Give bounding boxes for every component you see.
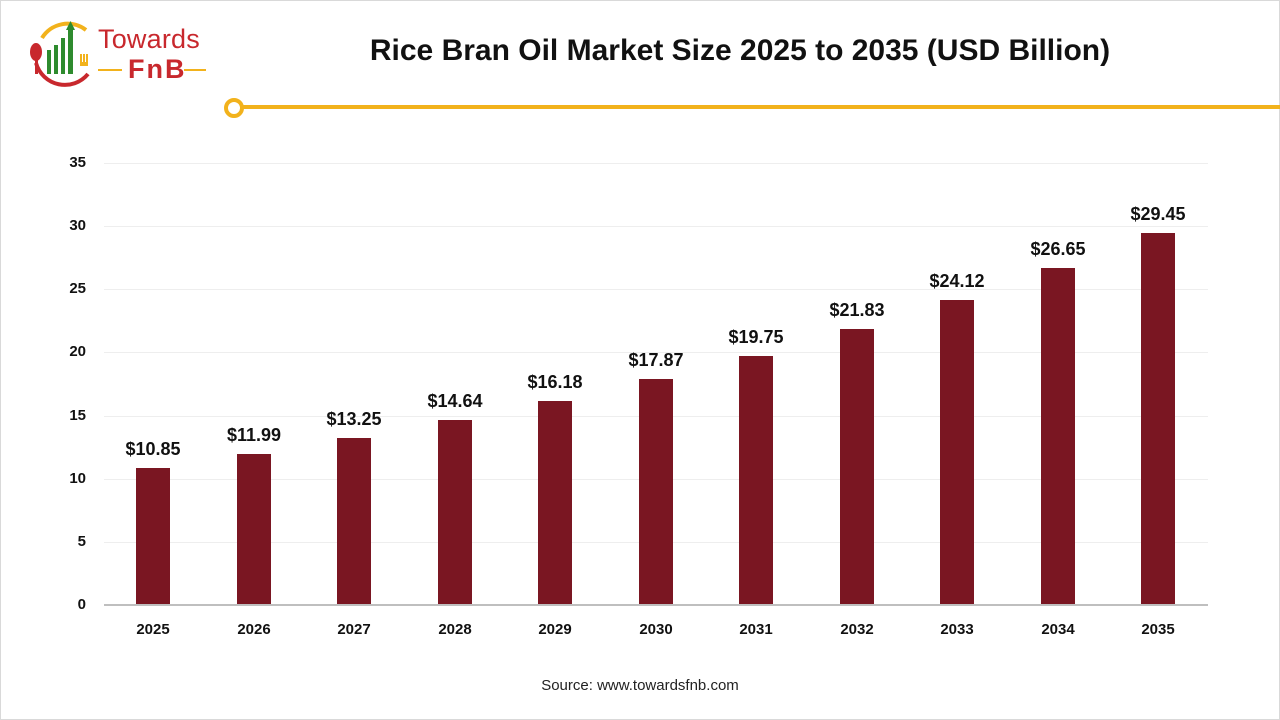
x-tick-label: 2029 <box>538 621 572 638</box>
title-underline <box>240 105 1280 109</box>
x-tick-label: 2026 <box>237 621 271 638</box>
y-tick-label: 5 <box>77 533 86 550</box>
gridline <box>104 289 1208 290</box>
bar-2026 <box>237 454 271 605</box>
gridline <box>104 226 1208 227</box>
bar-2028 <box>438 420 472 605</box>
bar-2035 <box>1141 233 1175 605</box>
logo-text-towards: Towards <box>98 24 200 54</box>
source-note: Source: www.towardsfnb.com <box>541 677 739 694</box>
x-tick-label: 2030 <box>639 621 673 638</box>
bar-2027 <box>337 438 371 605</box>
x-tick-label: 2032 <box>840 621 874 638</box>
y-tick-label: 25 <box>69 280 86 297</box>
value-label: $17.87 <box>628 350 684 370</box>
x-tick-label: 2031 <box>739 621 773 638</box>
bar-2025 <box>136 468 170 605</box>
x-axis-line <box>104 604 1208 606</box>
gridline <box>104 163 1208 164</box>
logo-dash-left <box>98 69 122 71</box>
value-label: $21.83 <box>829 300 885 320</box>
y-tick-label: 30 <box>69 217 86 234</box>
x-tick-label: 2027 <box>337 621 371 638</box>
y-tick-label: 0 <box>77 596 86 613</box>
value-label: $26.65 <box>1030 239 1086 259</box>
value-label: $19.75 <box>728 327 784 347</box>
value-label: $29.45 <box>1130 204 1186 224</box>
logo-icon <box>30 21 90 87</box>
gridline <box>104 352 1208 353</box>
bar-2030 <box>639 379 673 605</box>
logo-text-fnb: FnB <box>128 54 187 84</box>
logo-dash-right <box>184 69 206 71</box>
value-label: $14.64 <box>427 391 483 411</box>
chart-title: Rice Bran Oil Market Size 2025 to 2035 (… <box>369 34 1111 67</box>
y-tick-label: 15 <box>69 407 86 424</box>
value-label: $11.99 <box>226 425 282 445</box>
x-tick-label: 2025 <box>136 621 170 638</box>
y-tick-label: 35 <box>69 154 86 171</box>
value-label: $13.25 <box>326 409 382 429</box>
x-tick-label: 2028 <box>438 621 472 638</box>
x-tick-label: 2034 <box>1041 621 1075 638</box>
bar-2034 <box>1041 268 1075 605</box>
y-tick-label: 20 <box>69 343 86 360</box>
value-label: $16.18 <box>527 372 583 392</box>
bar-2032 <box>840 329 874 605</box>
value-label: $24.12 <box>929 271 985 291</box>
y-tick-label: 10 <box>69 470 86 487</box>
x-tick-label: 2035 <box>1141 621 1175 638</box>
value-label: $10.85 <box>125 439 181 459</box>
bar-2033 <box>940 300 974 605</box>
bar-2031 <box>739 356 773 605</box>
bar-2029 <box>538 401 572 605</box>
x-tick-label: 2033 <box>940 621 974 638</box>
